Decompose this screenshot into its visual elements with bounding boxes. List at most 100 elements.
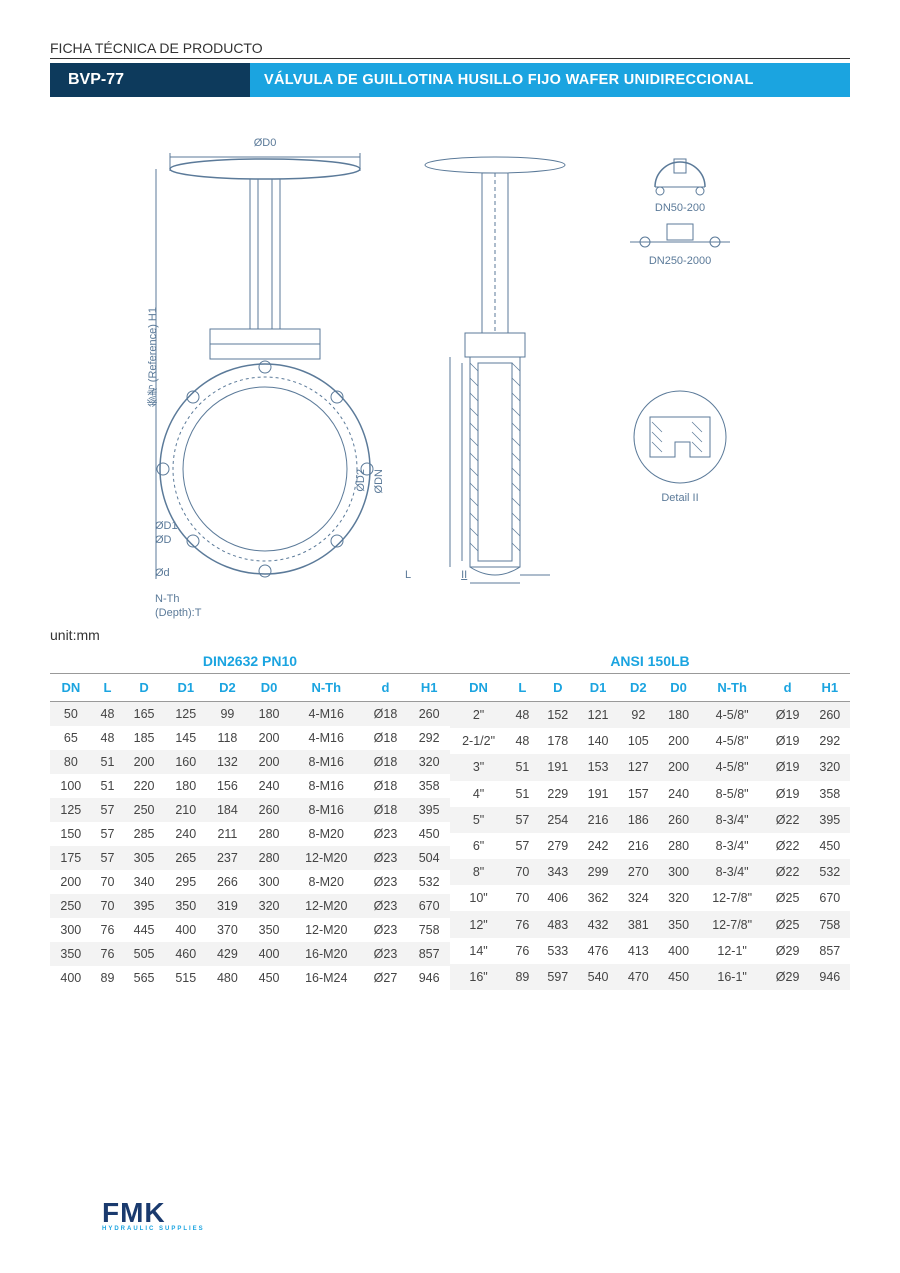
detail-dn50-label: DN50-200 bbox=[625, 202, 735, 214]
table-cell: 16-M24 bbox=[290, 966, 363, 990]
table-cell: 532 bbox=[810, 859, 850, 885]
table-cell: 16-M20 bbox=[290, 942, 363, 966]
table-cell: 480 bbox=[207, 966, 249, 990]
table-cell: 48 bbox=[92, 702, 124, 727]
table-cell: 12" bbox=[450, 911, 507, 937]
table-row: 125572502101842608-M16Ø18395 bbox=[50, 798, 450, 822]
table-cell: 65 bbox=[50, 726, 92, 750]
table-cell: 8-M16 bbox=[290, 798, 363, 822]
table-cell: 504 bbox=[408, 846, 450, 870]
diagram-section-view bbox=[410, 153, 580, 593]
col-d2: D2 bbox=[207, 674, 249, 702]
col-h1: H1 bbox=[408, 674, 450, 702]
table-cell: 4-5/8" bbox=[699, 728, 766, 754]
table-cell: 280 bbox=[248, 846, 290, 870]
dim-od1: ØD1 bbox=[155, 519, 201, 533]
table-din: DIN2632 PN10 DNLDD1D2D0N-ThdH1 504816512… bbox=[50, 647, 450, 990]
table-cell: 180 bbox=[248, 702, 290, 727]
table-cell: 946 bbox=[810, 964, 850, 990]
table-cell: 358 bbox=[408, 774, 450, 798]
table-cell: 160 bbox=[165, 750, 207, 774]
col-d0: D0 bbox=[248, 674, 290, 702]
table-cell: 505 bbox=[123, 942, 165, 966]
col-d: d bbox=[363, 674, 409, 702]
table-cell: Ø25 bbox=[766, 911, 810, 937]
table-cell: 476 bbox=[578, 938, 618, 964]
unit-label: unit:mm bbox=[50, 627, 850, 643]
col-n-th: N-Th bbox=[290, 674, 363, 702]
table-cell: 76 bbox=[507, 911, 538, 937]
table-cell: Ø19 bbox=[766, 754, 810, 780]
table-cell: Ø19 bbox=[766, 781, 810, 807]
table-row: 1755730526523728012-M20Ø23504 bbox=[50, 846, 450, 870]
table-cell: 450 bbox=[658, 964, 698, 990]
table-cell: 406 bbox=[538, 885, 578, 911]
table-cell: 12-M20 bbox=[290, 918, 363, 942]
table-cell: 400 bbox=[50, 966, 92, 990]
table-cell: 51 bbox=[92, 774, 124, 798]
col-d: D bbox=[123, 674, 165, 702]
table-cell: 260 bbox=[248, 798, 290, 822]
table-cell: 857 bbox=[408, 942, 450, 966]
table-cell: 216 bbox=[618, 833, 658, 859]
table-cell: 48 bbox=[507, 728, 538, 754]
table-ansi-group: ANSI 150LB bbox=[450, 647, 850, 674]
table-cell: Ø18 bbox=[363, 774, 409, 798]
table-cell: 89 bbox=[92, 966, 124, 990]
detail-ii-icon bbox=[620, 387, 740, 487]
table-cell: 370 bbox=[207, 918, 249, 942]
table-cell: Ø22 bbox=[766, 807, 810, 833]
table-cell: 445 bbox=[123, 918, 165, 942]
table-cell: 597 bbox=[538, 964, 578, 990]
table-row: 5"572542161862608-3/4"Ø22395 bbox=[450, 807, 850, 833]
table-cell: 153 bbox=[578, 754, 618, 780]
table-cell: 76 bbox=[92, 918, 124, 942]
table-cell: 565 bbox=[123, 966, 165, 990]
table-row: 5048165125991804-M16Ø18260 bbox=[50, 702, 450, 727]
table-cell: 165 bbox=[123, 702, 165, 727]
detail-dn50-icon bbox=[640, 147, 720, 197]
table-cell: 4-5/8" bbox=[699, 754, 766, 780]
table-cell: Ø23 bbox=[363, 846, 409, 870]
table-cell: 400 bbox=[248, 942, 290, 966]
table-cell: 320 bbox=[658, 885, 698, 911]
table-din-group: DIN2632 PN10 bbox=[50, 647, 450, 674]
table-row: 2507039535031932012-M20Ø23670 bbox=[50, 894, 450, 918]
table-cell: 211 bbox=[207, 822, 249, 846]
table-cell: Ø18 bbox=[363, 726, 409, 750]
table-cell: 266 bbox=[207, 870, 249, 894]
table-cell: 200 bbox=[248, 750, 290, 774]
page-subtitle: FICHA TÉCNICA DE PRODUCTO bbox=[50, 40, 850, 59]
table-cell: 92 bbox=[618, 702, 658, 729]
table-cell: 118 bbox=[207, 726, 249, 750]
table-cell: 210 bbox=[165, 798, 207, 822]
table-cell: 48 bbox=[507, 702, 538, 729]
table-cell: 10" bbox=[450, 885, 507, 911]
table-row: 2-1/2"481781401052004-5/8"Ø19292 bbox=[450, 728, 850, 754]
table-cell: 51 bbox=[507, 754, 538, 780]
table-cell: 515 bbox=[165, 966, 207, 990]
table-cell: 2" bbox=[450, 702, 507, 729]
table-cell: 300 bbox=[50, 918, 92, 942]
table-cell: 320 bbox=[248, 894, 290, 918]
dim-l: L bbox=[405, 569, 411, 581]
table-cell: 260 bbox=[810, 702, 850, 729]
table-cell: 8-3/4" bbox=[699, 833, 766, 859]
table-cell: 48 bbox=[92, 726, 124, 750]
technical-diagram: ØD0 bbox=[50, 127, 850, 597]
table-cell: 292 bbox=[408, 726, 450, 750]
table-cell: 429 bbox=[207, 942, 249, 966]
table-cell: 340 bbox=[123, 870, 165, 894]
table-cell: 343 bbox=[538, 859, 578, 885]
table-cell: 270 bbox=[618, 859, 658, 885]
table-row: 65481851451182004-M16Ø18292 bbox=[50, 726, 450, 750]
dim-h1-label: 参考 (Reference) H1 bbox=[145, 307, 161, 407]
table-cell: 180 bbox=[165, 774, 207, 798]
table-cell: 300 bbox=[248, 870, 290, 894]
table-cell: 125 bbox=[50, 798, 92, 822]
table-cell: 265 bbox=[165, 846, 207, 870]
table-cell: 125 bbox=[165, 702, 207, 727]
table-cell: 200 bbox=[658, 754, 698, 780]
table-row: 14"7653347641340012-1"Ø29857 bbox=[450, 938, 850, 964]
table-cell: 240 bbox=[248, 774, 290, 798]
